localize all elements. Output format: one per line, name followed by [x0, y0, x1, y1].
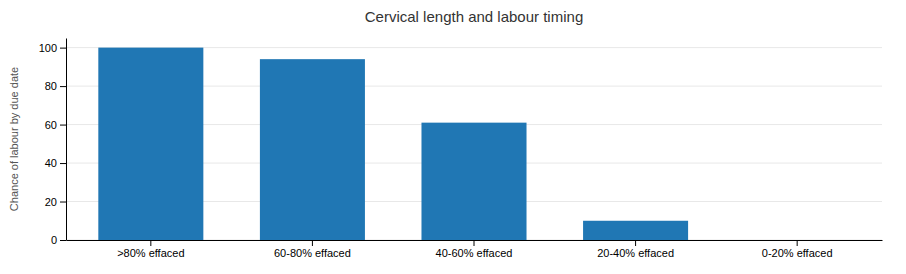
x-tick: >80% effaced: [117, 240, 184, 259]
x-tick: 60-80% effaced: [274, 240, 351, 259]
x-axis: >80% effaced 60-80% effaced 40-60% effaced…: [67, 240, 883, 259]
bar: [421, 123, 526, 240]
y-tick-mark: [60, 48, 66, 49]
y-tick-mark: [60, 163, 66, 164]
y-tick-mark: [60, 240, 66, 241]
y-axis: 0 20 40 60 80 100: [39, 39, 67, 247]
title: Cervical length and labour timing: [365, 8, 583, 25]
y-tick-mark: [60, 86, 66, 87]
y-tick: 0: [51, 234, 66, 246]
x-tick-mark: [150, 240, 151, 246]
bar: [260, 59, 365, 240]
x-tick-mark: [797, 240, 798, 246]
bar: [583, 221, 688, 240]
y-tick: 100: [39, 42, 66, 54]
y-tick-label: 0: [51, 234, 57, 246]
y-tick-label: 40: [45, 157, 57, 169]
x-tick-label: 40-60% effaced: [436, 247, 513, 259]
x-tick-label: 60-80% effaced: [274, 247, 351, 259]
x-tick-label: >80% effaced: [117, 247, 184, 259]
y-tick-label: 80: [45, 80, 57, 92]
bar: [98, 48, 203, 240]
x-tick: 40-60% effaced: [436, 240, 513, 259]
y-tick-mark: [60, 125, 66, 126]
bars: [98, 48, 688, 240]
y-tick: 40: [45, 157, 66, 169]
y-tick: 20: [45, 196, 66, 208]
grid: [66, 48, 882, 240]
y-tick: 60: [45, 119, 66, 131]
x-tick-mark: [312, 240, 313, 246]
y-tick: 80: [45, 80, 66, 92]
y-tick-label: 60: [45, 119, 57, 131]
x-tick-label: 20-40% effaced: [597, 247, 674, 259]
y-axis-line: [66, 39, 67, 241]
x-tick-label: 0-20% effaced: [762, 247, 833, 259]
y-tick-label: 100: [39, 42, 57, 54]
chart: 0 20 40 60 80 100 >80% effaced 60-80% effaced 40…: [0, 0, 906, 274]
x-tick-mark: [635, 240, 636, 246]
y-tick-label: 20: [45, 196, 57, 208]
x-tick: 0-20% effaced: [762, 240, 833, 259]
y-tick-mark: [60, 202, 66, 203]
plot: 0 20 40 60 80 100 >80% effaced 60-80% effaced 40…: [39, 39, 883, 259]
x-tick: 20-40% effaced: [597, 240, 674, 259]
bar: [745, 240, 850, 241]
x-tick-mark: [474, 240, 475, 246]
y-axis-title: Chance of labour by due date: [8, 67, 20, 211]
